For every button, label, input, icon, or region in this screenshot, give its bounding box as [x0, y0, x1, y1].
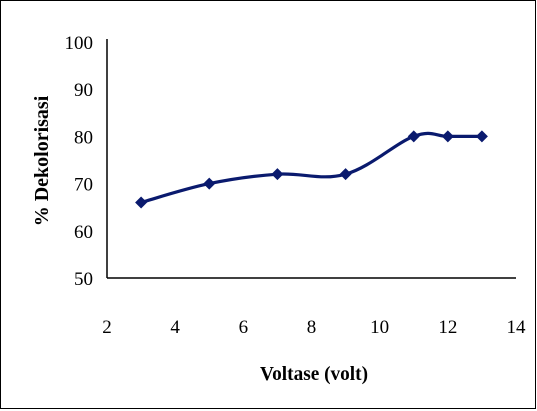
y-axis-title: % Dekolorisasi [31, 95, 53, 226]
x-tick-label: 4 [170, 317, 180, 338]
y-tick-label: 100 [65, 33, 94, 54]
y-tick-label: 90 [74, 80, 93, 101]
y-tick-labels: 50 60 70 80 90 100 [65, 33, 94, 290]
data-point-marker [475, 130, 488, 143]
y-tick-label: 60 [74, 222, 93, 243]
axes [106, 39, 516, 279]
data-point-marker [203, 177, 216, 190]
data-point-marker [135, 196, 148, 209]
x-axis-title: Voltase (volt) [260, 363, 368, 385]
y-tick-label: 80 [74, 127, 93, 148]
y-tick-label: 70 [74, 175, 93, 196]
data-point-marker [441, 130, 454, 143]
y-tick-label: 50 [74, 269, 93, 290]
series-group [135, 130, 488, 209]
x-tick-labels: 2 4 6 8 10 12 14 [102, 317, 526, 338]
data-point-marker [339, 168, 352, 181]
x-tick-label: 2 [102, 317, 112, 338]
x-tick-label: 14 [507, 317, 527, 338]
data-point-marker [407, 130, 420, 143]
x-tick-label: 6 [239, 317, 249, 338]
data-point-marker [271, 168, 284, 181]
x-tick-label: 10 [370, 317, 389, 338]
x-tick-label: 12 [438, 317, 457, 338]
x-tick-label: 8 [307, 317, 317, 338]
series-line [140, 131, 482, 205]
